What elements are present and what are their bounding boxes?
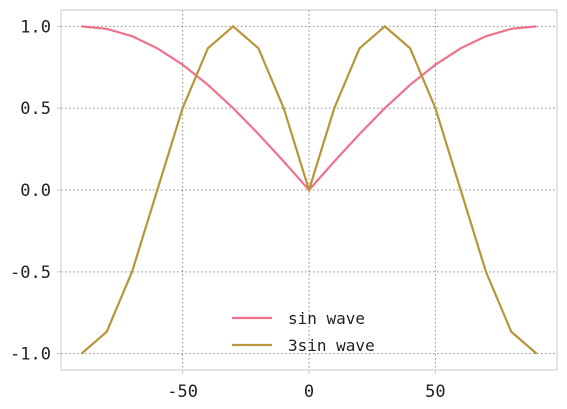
plot-area bbox=[80, 24, 538, 355]
y-axis: 1.0 0.5 0.0 -0.5 -1.0 bbox=[10, 17, 61, 365]
legend-label: sin wave bbox=[288, 309, 365, 328]
y-tick-label: 0.0 bbox=[20, 181, 51, 201]
x-tick-label: 50 bbox=[425, 382, 445, 402]
y-tick-label: 0.5 bbox=[20, 99, 51, 119]
x-tick-label: -50 bbox=[167, 382, 198, 402]
legend-label: 3sin wave bbox=[288, 336, 375, 355]
series-line-1 bbox=[80, 24, 538, 355]
x-tick-label: 0 bbox=[304, 382, 314, 402]
y-tick-label: 1.0 bbox=[20, 17, 51, 37]
legend: sin wave 3sin wave bbox=[232, 309, 375, 355]
x-axis: -50 0 50 bbox=[167, 370, 446, 402]
y-tick-label: -1.0 bbox=[10, 345, 51, 365]
y-tick-label: -0.5 bbox=[10, 263, 51, 283]
